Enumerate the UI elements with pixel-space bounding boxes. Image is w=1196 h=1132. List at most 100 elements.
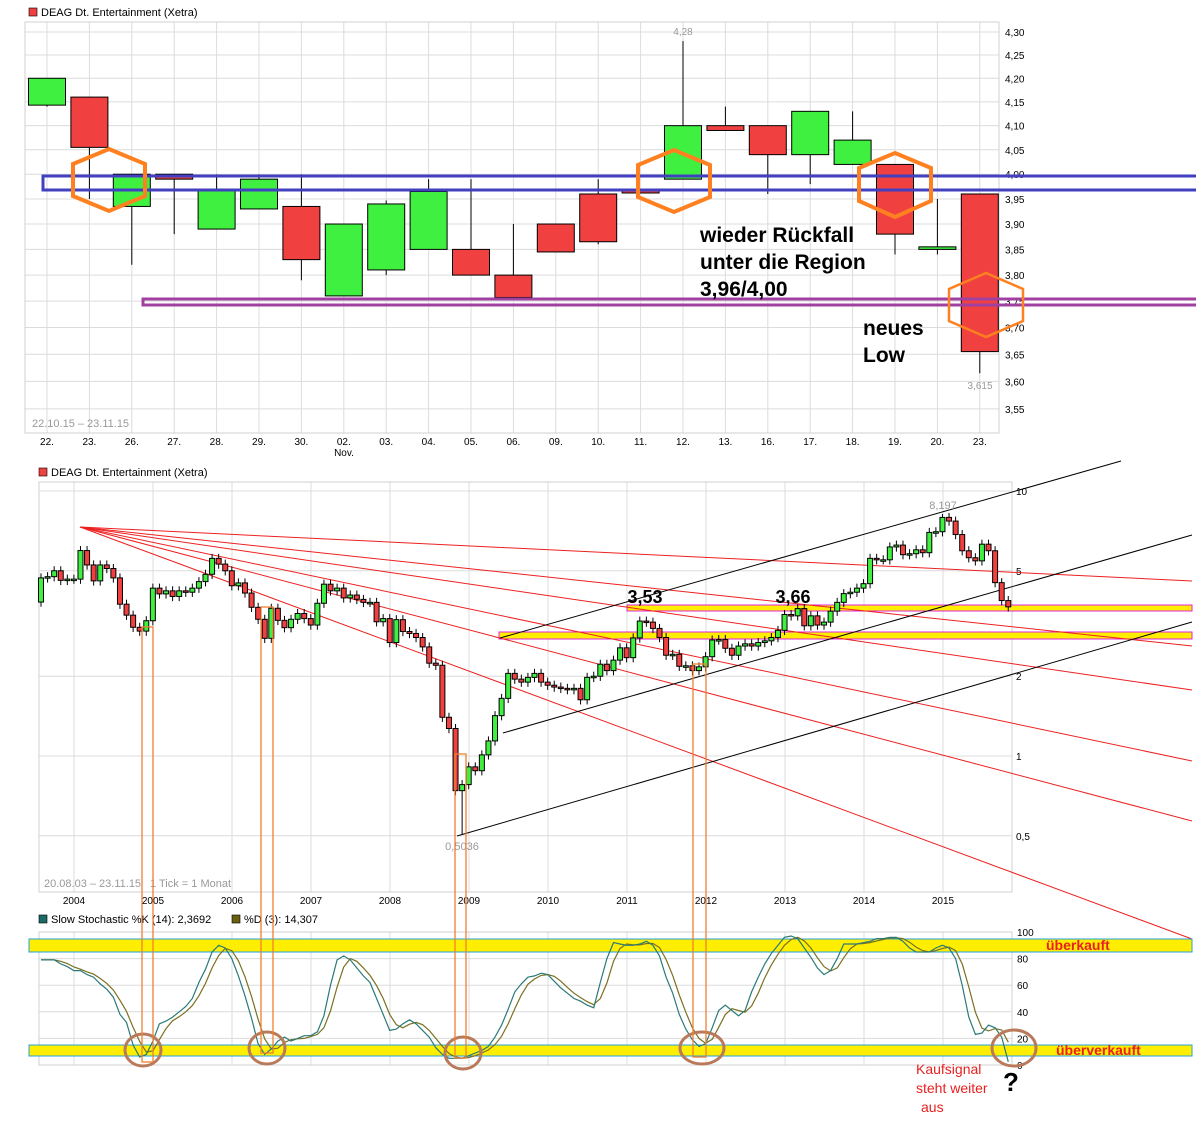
candle-up [794,608,801,617]
candle-up [288,618,295,629]
candle-down [110,567,117,579]
candle-down [722,639,729,649]
candle-down [952,520,959,536]
candle-up [209,557,216,575]
candle-up [768,637,775,642]
candle-down [536,223,575,253]
candle-up [202,573,209,583]
y-tick-label: 4,25 [1005,51,1025,62]
x-axis: 22. 23. 26. 27. 28. 29. 30. 02. 03. 04. 05. 06. 09. 1… [40,437,987,448]
trend-line-middle [502,534,1193,734]
candle-down [656,627,663,639]
x-tick-label: 11. [634,437,647,448]
annotation-text: steht weiter [916,1080,988,1096]
low-label: 3,615 [967,381,992,392]
candle-down [413,632,420,639]
candle-down [426,646,433,664]
candle-down [557,686,564,690]
tick-info-label: 1 Tick = 1 Monat [150,878,231,890]
signal-connector [692,663,707,1058]
candle-down [301,612,308,620]
candle-up [268,607,275,639]
candle-up [97,564,104,582]
x-tick-label: 2004 [63,896,86,907]
candle-up [409,191,448,250]
candle-down [123,603,130,616]
candle-up [51,570,58,578]
candle-up [669,653,676,657]
candle-down [960,193,999,353]
oversold-band [28,1044,1193,1057]
candle-up [867,557,874,585]
candle-down [228,570,235,587]
candle-up [781,613,788,631]
candle-up [524,676,531,683]
candle-up [492,715,499,742]
candle-down [282,205,321,261]
legend-swatch-k [38,914,48,924]
candle-down [551,684,558,688]
candle-down [873,557,880,561]
candle-down [386,618,393,644]
candle-down [603,663,610,672]
y-tick-label: 0,5 [1016,832,1030,843]
candle-down [748,643,755,647]
fan-line [79,526,1193,647]
candle-down [494,274,533,298]
fan-line [79,526,1193,691]
candle-down [406,630,413,634]
candle-up [886,546,893,561]
candle-down [899,544,906,556]
candle-down [241,582,248,594]
candle-down [728,647,735,656]
candle-down [84,550,91,566]
candle-up [860,583,867,589]
candle-down [801,608,808,627]
fan-line [79,526,1193,582]
candle-down [432,662,439,666]
x-tick-label: 10. [591,437,605,448]
y-tick-label: 3,85 [1005,245,1025,256]
plot-frame [38,481,1013,893]
circle-marker [990,1028,1038,1068]
y-tick-label: 60 [1017,981,1029,992]
candle-down [511,672,518,680]
x-tick-label: 29. [252,437,266,448]
x-tick-label: 2014 [853,896,876,907]
candle-up [847,591,854,595]
oversold-label: überverkauft [1056,1042,1141,1058]
candle-down [649,621,656,629]
y-tick-label: 3,80 [1005,271,1025,282]
overbought-band [28,938,1193,953]
x-tick-label: 30. [294,437,308,448]
candle-down [261,618,268,639]
candle-down [445,716,452,729]
candle-down [972,557,979,562]
candle-up [918,246,957,250]
hexagon-marker [71,146,147,214]
overbought-label: überkauft [1046,937,1110,953]
candle-down [579,193,618,243]
candle-down [452,248,490,276]
date-range-label: 20.08.03 – 23.11.15 [44,878,141,890]
candle-up [735,645,742,656]
y-tick-label: 4,30 [1005,28,1025,39]
y-tick-label: 100 [1017,928,1034,939]
candle-up [791,110,830,156]
x-tick-label: 02. [337,437,351,448]
y-tick-label: 3,55 [1005,405,1025,416]
x-tick-label: 2007 [300,896,323,907]
y-tick-label: 3,65 [1005,350,1025,361]
candle-down [130,614,137,628]
low-label: 0,5036 [445,841,479,853]
candle-up [380,618,387,623]
candle-down [255,606,262,620]
x-tick-label: 2006 [221,896,244,907]
candle-down [663,637,670,656]
x-tick-label: 03. [379,437,393,448]
candle-down [992,550,999,584]
candle-up [840,593,847,603]
y-tick-label: 2 [1016,672,1022,683]
candle-up [334,587,341,592]
